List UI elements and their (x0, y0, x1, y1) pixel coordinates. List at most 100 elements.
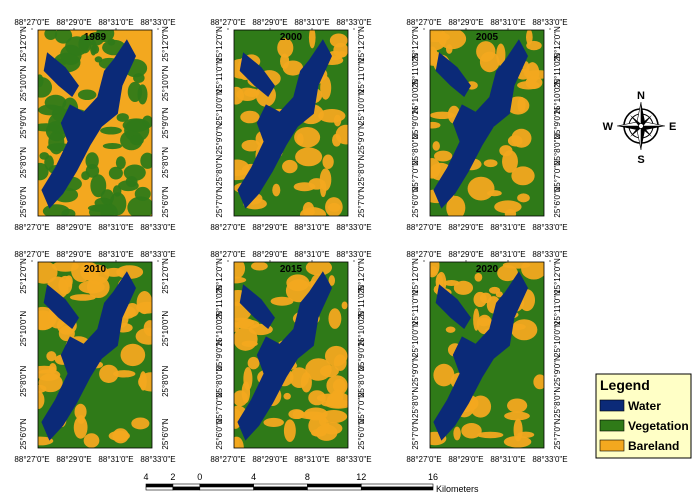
x-tick-top: 88°27'0"E (210, 250, 245, 259)
y-tick-left: 25°6'0"N (19, 418, 28, 449)
scale-unit-label: Kilometers (436, 484, 479, 494)
y-tick-left: 25°9'0"N (19, 107, 28, 138)
y-tick-right: 25°10'0"N (553, 321, 562, 357)
x-tick-bottom: 88°31'0"E (294, 223, 329, 232)
y-tick-left: 25°9'0"N (411, 107, 420, 138)
x-tick-bottom: 88°31'0"E (98, 223, 133, 232)
y-tick-left: 25°7'0"N (215, 392, 224, 423)
x-tick-top: 88°31'0"E (294, 18, 329, 27)
x-tick-bottom: 88°33'0"E (532, 223, 567, 232)
y-tick-left: 25°10'0"N (411, 79, 420, 115)
panel-title: 2005 (476, 32, 499, 43)
x-tick-top: 88°33'0"E (336, 250, 371, 259)
reservoir-water-2005 (433, 39, 528, 209)
y-tick-right: 25°7'0"N (553, 418, 562, 449)
scale-tick-label: 2 (170, 472, 175, 482)
y-tick-left: 25°10'0"N (411, 321, 420, 357)
y-tick-left: 25°11'0"N (411, 53, 420, 88)
x-tick-bottom: 88°31'0"E (490, 455, 525, 464)
panel-title: 2000 (280, 32, 303, 43)
x-tick-bottom: 88°29'0"E (448, 223, 483, 232)
y-tick-right: 25°7'0"N (553, 160, 562, 191)
map-panels: 1989 88°27'0"E 88°27'0"E 88°29'0"E 88°29'0"E… (14, 18, 567, 464)
y-tick-left: 25°12'0"N (19, 26, 28, 62)
panel-title: 2020 (476, 264, 499, 275)
north-arrow-compass-icon: N S E W (603, 90, 677, 166)
y-tick-right: 25°10'0"N (357, 89, 366, 125)
reservoir-water-1989 (41, 39, 136, 209)
map-panel-2000: 2000 88°27'0"E 88°27'0"E 88°29'0"E 88°29'0"E… (210, 18, 371, 232)
y-tick-right: 25°8'0"N (357, 366, 366, 397)
y-tick-right: 25°11'0"N (357, 58, 366, 93)
y-tick-right: 25°6'0"N (161, 418, 170, 449)
y-tick-right: 25°12'0"N (161, 258, 170, 294)
y-tick-left: 25°12'0"N (411, 258, 420, 294)
y-tick-left: 25°8'0"N (411, 387, 420, 418)
x-tick-bottom: 88°27'0"E (406, 455, 441, 464)
y-tick-left: 25°12'0"N (411, 26, 420, 62)
x-tick-bottom: 88°31'0"E (294, 455, 329, 464)
x-tick-bottom: 88°33'0"E (336, 223, 371, 232)
y-tick-left: 25°6'0"N (215, 418, 224, 449)
reservoir-water-2010 (41, 271, 136, 441)
y-tick-right: 25°8'0"N (161, 366, 170, 397)
legend-box: Legend Water Vegetation Bareland (595, 373, 692, 459)
y-tick-right: 25°9'0"N (161, 107, 170, 138)
x-tick-top: 88°31'0"E (490, 18, 525, 27)
map-panel-2020: 2020 88°27'0"E 88°27'0"E 88°29'0"E 88°29'0"E… (406, 250, 567, 464)
x-tick-bottom: 88°29'0"E (252, 455, 287, 464)
x-tick-top: 88°31'0"E (490, 250, 525, 259)
y-tick-right: 25°9'0"N (553, 355, 562, 386)
y-tick-left: 25°8'0"N (19, 147, 28, 178)
compass-north-label: N (637, 90, 645, 102)
y-tick-right: 25°6'0"N (553, 186, 562, 217)
legend-swatch-bareland (599, 439, 625, 452)
y-tick-right: 25°11'0"N (553, 290, 562, 325)
panel-title: 2015 (280, 264, 303, 275)
y-tick-left: 25°9'0"N (215, 123, 224, 154)
y-tick-left: 25°9'0"N (411, 355, 420, 386)
map-panel-2005: 2005 88°27'0"E 88°27'0"E 88°29'0"E 88°29'0"E… (406, 18, 567, 232)
legend-label-bareland: Bareland (628, 439, 679, 453)
y-tick-right: 25°8'0"N (553, 387, 562, 418)
x-tick-top: 88°27'0"E (406, 250, 441, 259)
x-tick-bottom: 88°27'0"E (210, 455, 245, 464)
y-tick-left: 25°7'0"N (411, 160, 420, 191)
x-tick-top: 88°33'0"E (336, 18, 371, 27)
legend-label-water: Water (628, 399, 661, 413)
y-tick-left: 25°7'0"N (411, 418, 420, 449)
x-tick-top: 88°27'0"E (14, 250, 49, 259)
y-tick-right: 25°12'0"N (161, 26, 170, 62)
x-tick-bottom: 88°27'0"E (14, 455, 49, 464)
x-tick-bottom: 88°29'0"E (56, 455, 91, 464)
compass-east-label: E (669, 121, 676, 133)
y-tick-left: 25°10'0"N (19, 311, 28, 347)
y-tick-left: 25°7'0"N (215, 186, 224, 217)
y-tick-left: 25°12'0"N (215, 258, 224, 294)
x-tick-bottom: 88°33'0"E (532, 455, 567, 464)
y-tick-left: 25°8'0"N (19, 366, 28, 397)
y-tick-right: 25°8'0"N (553, 134, 562, 165)
y-tick-left: 25°9'0"N (215, 339, 224, 370)
map-panel-2010: 2010 88°27'0"E 88°27'0"E 88°29'0"E 88°29'0"E… (14, 250, 175, 464)
x-tick-bottom: 88°27'0"E (14, 223, 49, 232)
scale-bar: 4 2 0 4 8 12 16 Kilometers (143, 472, 479, 494)
scale-tick-label: 8 (305, 472, 310, 482)
x-tick-bottom: 88°33'0"E (140, 223, 175, 232)
x-tick-top: 88°33'0"E (532, 250, 567, 259)
y-tick-right: 25°9'0"N (357, 339, 366, 370)
x-tick-bottom: 88°29'0"E (56, 223, 91, 232)
scale-tick-label: 12 (356, 472, 366, 482)
x-tick-bottom: 88°31'0"E (490, 223, 525, 232)
reservoir-water-2000 (237, 39, 332, 209)
legend-swatch-vegetation (599, 419, 625, 432)
y-tick-right: 25°11'0"N (553, 53, 562, 88)
x-tick-top: 88°29'0"E (56, 250, 91, 259)
compass-south-label: S (637, 154, 644, 166)
scale-tick-label: 4 (251, 472, 256, 482)
y-tick-left: 25°10'0"N (19, 65, 28, 101)
y-tick-right: 25°8'0"N (161, 147, 170, 178)
y-tick-right: 25°10'0"N (161, 311, 170, 347)
y-tick-right: 25°10'0"N (161, 65, 170, 101)
